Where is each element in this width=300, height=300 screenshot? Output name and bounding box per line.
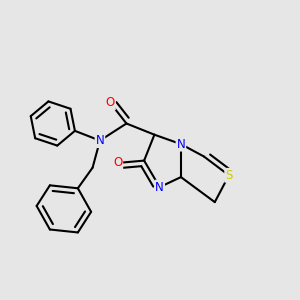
Text: N: N — [155, 181, 164, 194]
Text: S: S — [225, 169, 233, 182]
Text: O: O — [106, 96, 115, 110]
Text: O: O — [113, 157, 122, 169]
Text: N: N — [176, 138, 185, 151]
Text: N: N — [96, 134, 104, 147]
